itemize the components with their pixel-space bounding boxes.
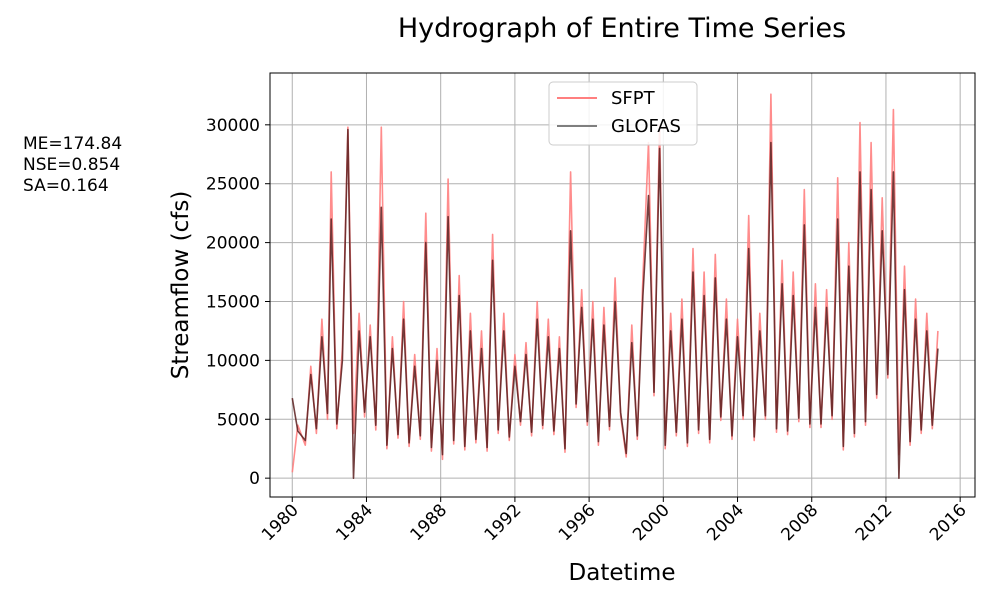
x-axis: 1980 1984 1988 1992 1996 2000 2004 2008 2012 2016 bbox=[258, 497, 971, 545]
stats-annotation: ME=174.84 NSE=0.854 SA=0.164 bbox=[23, 134, 122, 197]
x-tick-label: 1988 bbox=[406, 500, 451, 545]
y-tick-label: 20000 bbox=[206, 234, 260, 254]
y-tick-label: 0 bbox=[249, 469, 260, 489]
x-tick-label: 2008 bbox=[778, 500, 823, 545]
x-tick-label: 1996 bbox=[555, 500, 600, 545]
x-tick-label: 1992 bbox=[481, 500, 526, 545]
x-tick-label: 2004 bbox=[703, 500, 748, 545]
y-axis-label: Streamflow (cfs) bbox=[168, 191, 194, 380]
legend: SFPT GLOFAS bbox=[548, 81, 698, 146]
y-tick-label: 25000 bbox=[206, 175, 260, 195]
y-tick-label: 10000 bbox=[206, 351, 260, 371]
plot-area bbox=[291, 93, 939, 480]
stat-sa: SA=0.164 bbox=[23, 176, 109, 196]
legend-label-glofas: GLOFAS bbox=[611, 116, 681, 137]
x-tick-label: 1984 bbox=[332, 500, 377, 545]
stat-nse: NSE=0.854 bbox=[23, 155, 121, 175]
y-tick-label: 15000 bbox=[206, 292, 260, 312]
x-tick-label: 2000 bbox=[629, 500, 674, 545]
series-line-glofas bbox=[291, 128, 939, 480]
y-tick-label: 30000 bbox=[206, 116, 260, 136]
legend-label-sfpt: SFPT bbox=[611, 88, 656, 109]
chart-title: Hydrograph of Entire Time Series bbox=[398, 13, 846, 44]
x-axis-label: Datetime bbox=[569, 560, 676, 586]
y-tick-label: 5000 bbox=[217, 410, 260, 430]
x-tick-label: 2012 bbox=[852, 500, 897, 545]
plot-frame bbox=[269, 72, 976, 498]
x-tick-label: 2016 bbox=[926, 500, 971, 545]
stat-me: ME=174.84 bbox=[23, 134, 123, 154]
y-axis: 0 5000 10000 15000 20000 25000 30000 bbox=[206, 116, 270, 489]
x-tick-label: 1980 bbox=[258, 500, 303, 545]
